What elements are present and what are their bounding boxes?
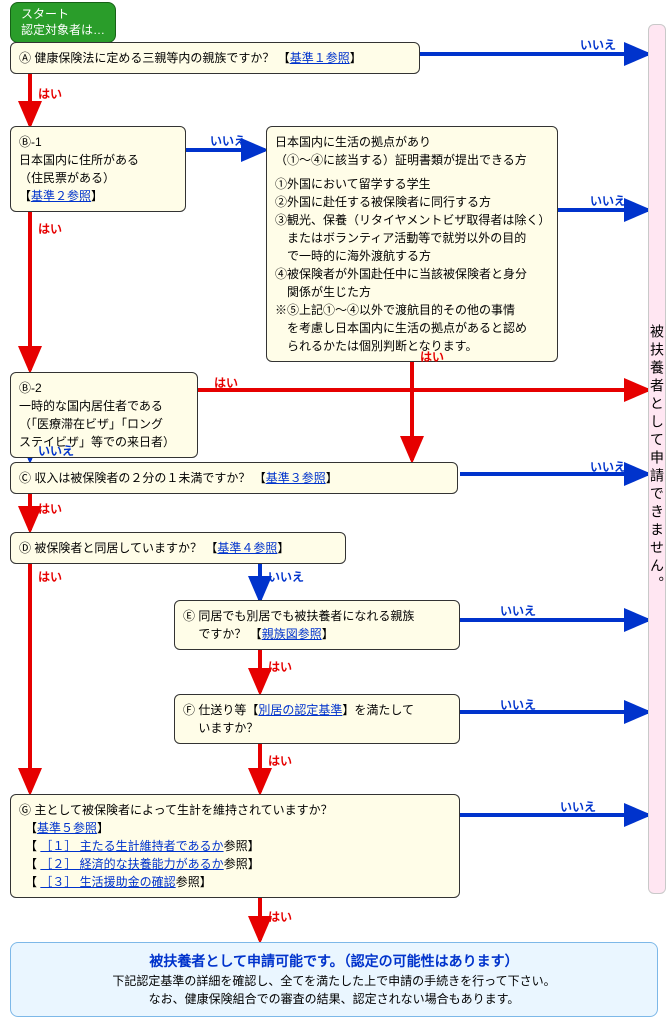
node-d-label: Ⓓ: [19, 541, 31, 555]
detail-l5: で一時的に海外渡航する方: [275, 247, 549, 265]
detail-l3: ③観光、保養（リタイヤメントビザ取得者は除く）: [275, 211, 549, 229]
lbl-detail-hai: はい: [420, 348, 444, 365]
detail-l10: られるかたは個別判断となります。: [275, 337, 549, 355]
detail-l6: ④被保険者が外国赴任中に当該被保険者と身分: [275, 265, 549, 283]
node-e: Ⓔ 同居でも別居でも被扶養者になれる親族 ですか？ 【親族図参照】: [174, 600, 460, 650]
detail-l7: 関係が生じた方: [275, 283, 549, 301]
node-c-label: Ⓒ: [19, 471, 31, 485]
lbl-c-iie: いいえ: [590, 458, 626, 475]
node-d-text: 被保険者と同居していますか？: [31, 541, 205, 555]
node-g-label: Ⓖ: [19, 803, 31, 817]
link-shinzoku[interactable]: 親族図参照: [262, 627, 322, 641]
link-g1[interactable]: ［１］ 主たる生計維持者であるか: [40, 839, 223, 853]
node-c: Ⓒ 収入は被保険者の２分の１未満ですか？ 【基準３参照】: [10, 462, 458, 494]
ok-l2: なお、健康保険組合での審査の結果、認定されない場合もあります。: [23, 990, 645, 1008]
lbl-b2-iie: いいえ: [38, 442, 74, 459]
node-a: Ⓐ 健康保険法に定める三親等内の親族ですか？ 【基準１参照】: [10, 42, 420, 74]
lbl-detail-iie: いいえ: [590, 192, 626, 209]
link-g3[interactable]: ［３］ 生活援助金の確認: [40, 875, 175, 889]
reject-box: 被扶養者として申請できません。: [648, 24, 666, 894]
node-f-text1: 仕送り等: [195, 703, 246, 717]
link-kijun1[interactable]: 基準１参照: [290, 51, 350, 65]
detail-l8: ※⑤上記①〜④以外で渡航目的その他の事情: [275, 301, 549, 319]
link-bekkyo[interactable]: 別居の認定基準: [258, 703, 342, 717]
node-a-label: Ⓐ: [19, 51, 31, 65]
lbl-e-hai: はい: [268, 658, 292, 675]
node-b2-label: Ⓑ-2: [19, 381, 42, 395]
lbl-a-iie: いいえ: [580, 36, 616, 53]
link-kijun2[interactable]: 基準２参照: [31, 189, 91, 203]
ok-box: 被扶養者として申請可能です。（認定の可能性はあります） 下記認定基準の詳細を確認…: [10, 942, 658, 1017]
detail-l4: またはボランティア活動等で就労以外の目的: [275, 229, 549, 247]
lbl-b1-iie: いいえ: [210, 132, 246, 149]
detail-l2: ②外国に赴任する被保険者に同行する方: [275, 193, 549, 211]
lbl-g-iie: いいえ: [560, 798, 596, 815]
link-kijun3[interactable]: 基準３参照: [266, 471, 326, 485]
lbl-f-hai: はい: [268, 752, 292, 769]
link-kijun4[interactable]: 基準４参照: [217, 541, 277, 555]
link-kijun5[interactable]: 基準５参照: [37, 821, 97, 835]
node-f-label: Ⓕ: [183, 703, 195, 717]
start-node: スタート 認定対象者は…: [10, 2, 116, 43]
lbl-c-hai: はい: [38, 500, 62, 517]
ok-title: 被扶養者として申請可能です。（認定の可能性はあります）: [23, 951, 645, 972]
reject-text: 被扶養者として申請できません。: [647, 324, 667, 594]
node-g: Ⓖ 主として被保険者によって生計を維持されていますか？ 【基準５参照】 【 ［１…: [10, 794, 460, 898]
node-detail: 日本国内に生活の拠点があり （①〜④に該当する）証明書類が提出できる方 ①外国に…: [266, 126, 558, 362]
node-e-label: Ⓔ: [183, 609, 195, 623]
lbl-b2-hai: はい: [214, 374, 238, 391]
node-b1-label: Ⓑ-1: [19, 135, 42, 149]
start-line2: 認定対象者は…: [21, 23, 105, 37]
detail-head: 日本国内に生活の拠点があり （①〜④に該当する）証明書類が提出できる方: [275, 133, 549, 169]
detail-l1: ①外国において留学する学生: [275, 175, 549, 193]
lbl-g-hai: はい: [268, 908, 292, 925]
node-g-text: 主として被保険者によって生計を維持されていますか？: [31, 803, 333, 817]
lbl-b1-hai: はい: [38, 220, 62, 237]
lbl-f-iie: いいえ: [500, 696, 536, 713]
node-f: Ⓕ 仕送り等【別居の認定基準】を満たして いますか？: [174, 694, 460, 744]
link-g2[interactable]: ［２］ 経済的な扶養能力があるか: [40, 857, 223, 871]
detail-l9: を考慮し日本国内に生活の拠点があると認め: [275, 319, 549, 337]
lbl-e-iie: いいえ: [500, 602, 536, 619]
node-c-text: 収入は被保険者の２分の１未満ですか？: [31, 471, 254, 485]
ok-l1: 下記認定基準の詳細を確認し、全てを満たした上で申請の手続きを行って下さい。: [23, 972, 645, 990]
node-b1-text: 日本国内に住所がある （住民票がある）: [19, 153, 139, 185]
start-line1: スタート: [21, 7, 69, 21]
lbl-d-iie: いいえ: [268, 568, 304, 585]
node-a-text: 健康保険法に定める三親等内の親族ですか？: [31, 51, 278, 65]
lbl-a-hai: はい: [38, 85, 62, 102]
node-d: Ⓓ 被保険者と同居していますか？ 【基準４参照】: [10, 532, 346, 564]
node-b1: Ⓑ-1 日本国内に住所がある （住民票がある） 【基準２参照】: [10, 126, 186, 212]
lbl-d-hai: はい: [38, 568, 62, 585]
